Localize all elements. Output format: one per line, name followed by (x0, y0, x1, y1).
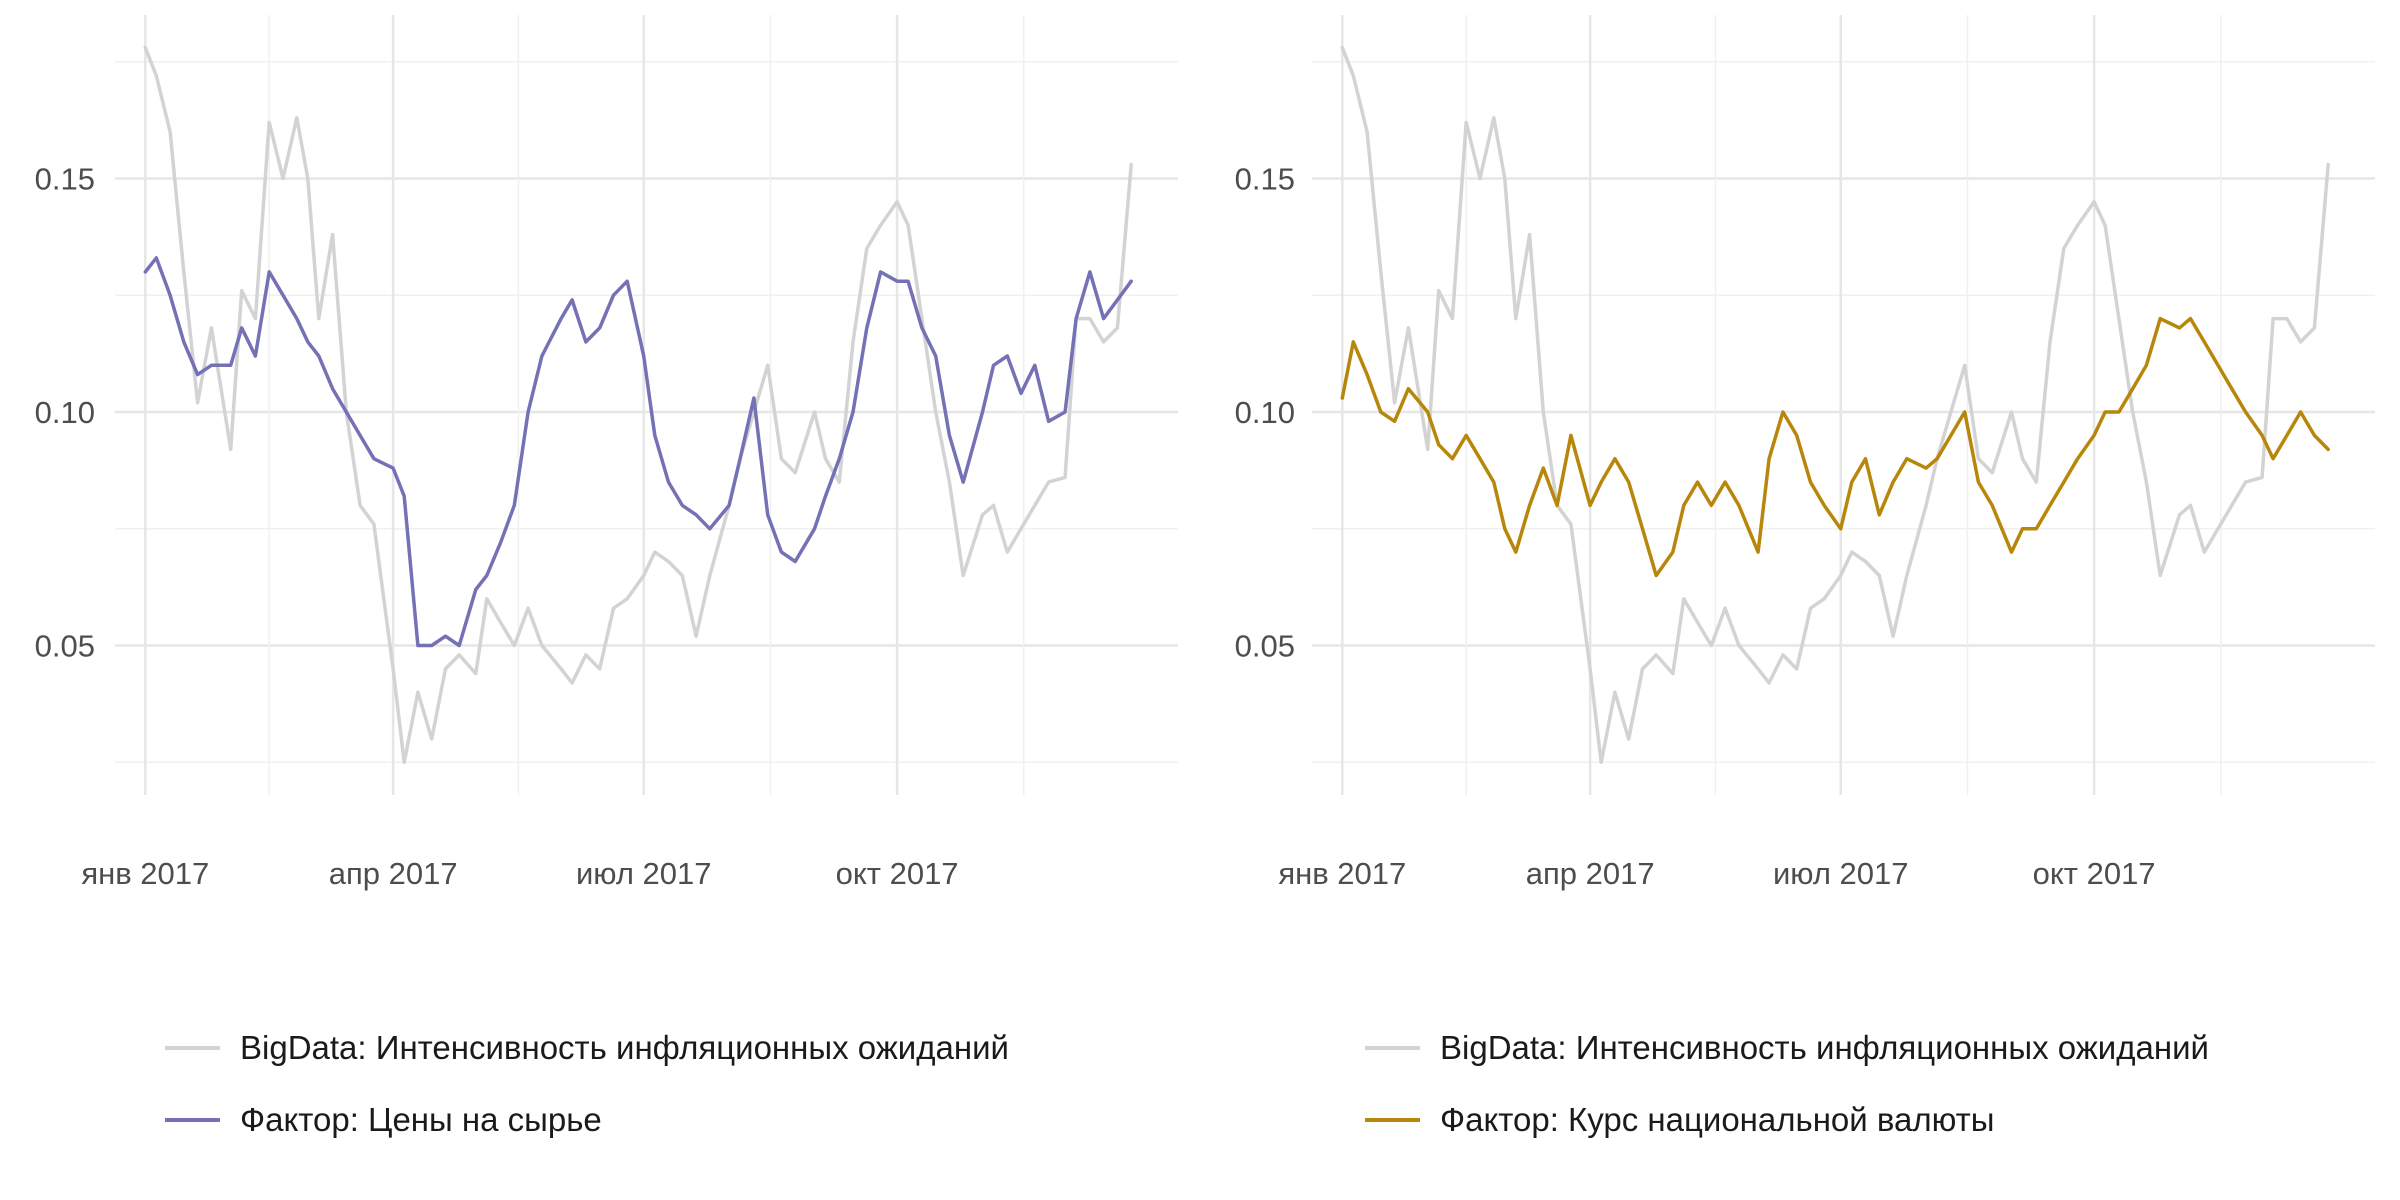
panel-commodity-prices: 0.05 0.10 0.15 янв 2017 апр 2017 июл 2017 окт … (35, 15, 1178, 1138)
series-line-factor (1340, 316, 2330, 578)
series-lines (1340, 45, 2330, 765)
y-axis-ticks: 0.05 0.10 0.15 (35, 161, 95, 663)
y-axis-ticks: 0.05 0.10 0.15 (1235, 161, 1295, 663)
y-tick-label: 0.15 (1235, 161, 1295, 196)
legend-label: BigData: Интенсивность инфляционных ожид… (240, 1029, 1009, 1066)
legend-label: Фактор: Цены на сырье (240, 1101, 602, 1138)
legend: BigData: Интенсивность инфляционных ожид… (1365, 1029, 2209, 1138)
x-tick-label: апр 2017 (1526, 856, 1655, 891)
legend-label: Фактор: Курс национальной валюты (1440, 1101, 1995, 1138)
series-line-bigdata (143, 45, 1133, 765)
x-axis-ticks: янв 2017 апр 2017 июл 2017 окт 2017 (1278, 856, 2155, 891)
series-line-bigdata (1340, 45, 2330, 765)
x-tick-label: апр 2017 (329, 856, 458, 891)
y-tick-label: 0.10 (35, 395, 95, 430)
x-tick-label: июл 2017 (576, 856, 712, 891)
y-tick-label: 0.15 (35, 161, 95, 196)
x-tick-label: окт 2017 (2033, 856, 2156, 891)
x-tick-label: янв 2017 (81, 856, 209, 891)
y-tick-label: 0.10 (1235, 395, 1295, 430)
series-lines (143, 45, 1133, 765)
series-line-factor (143, 256, 1133, 648)
x-tick-label: окт 2017 (836, 856, 959, 891)
y-tick-label: 0.05 (1235, 629, 1295, 664)
x-tick-label: янв 2017 (1278, 856, 1406, 891)
panel-currency-rate: 0.05 0.10 0.15 янв 2017 апр 2017 июл 2017 окт … (1235, 15, 2375, 1138)
legend-label: BigData: Интенсивность инфляционных ожид… (1440, 1029, 2209, 1066)
grid (1312, 15, 2375, 795)
x-axis-ticks: янв 2017 апр 2017 июл 2017 окт 2017 (81, 856, 958, 891)
y-tick-label: 0.05 (35, 629, 95, 664)
x-tick-label: июл 2017 (1773, 856, 1909, 891)
legend: BigData: Интенсивность инфляционных ожид… (165, 1029, 1009, 1138)
